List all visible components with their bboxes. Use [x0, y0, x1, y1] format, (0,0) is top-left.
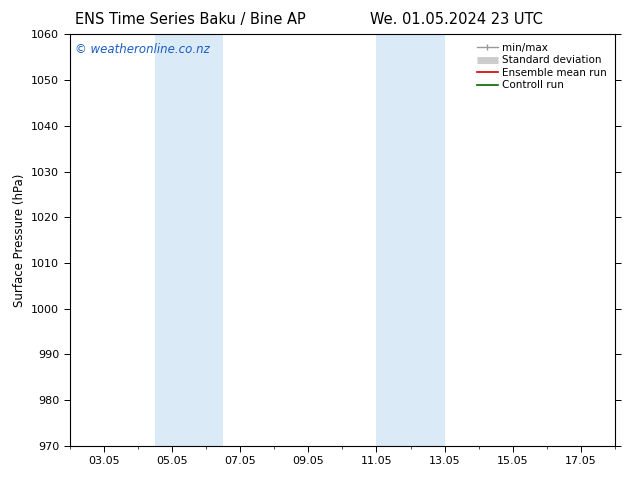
Text: © weatheronline.co.nz: © weatheronline.co.nz [75, 43, 210, 55]
Text: ENS Time Series Baku / Bine AP: ENS Time Series Baku / Bine AP [75, 12, 306, 27]
Legend: min/max, Standard deviation, Ensemble mean run, Controll run: min/max, Standard deviation, Ensemble me… [474, 40, 610, 94]
Title: ENS Time Series Baku / Bine AP      We. 01.05.2024 23 UTC: ENS Time Series Baku / Bine AP We. 01.05… [0, 489, 1, 490]
Bar [377, 34, 444, 446]
Text: We. 01.05.2024 23 UTC: We. 01.05.2024 23 UTC [370, 12, 543, 27]
Y-axis label: Surface Pressure (hPa): Surface Pressure (hPa) [13, 173, 25, 307]
Bar [155, 34, 223, 446]
